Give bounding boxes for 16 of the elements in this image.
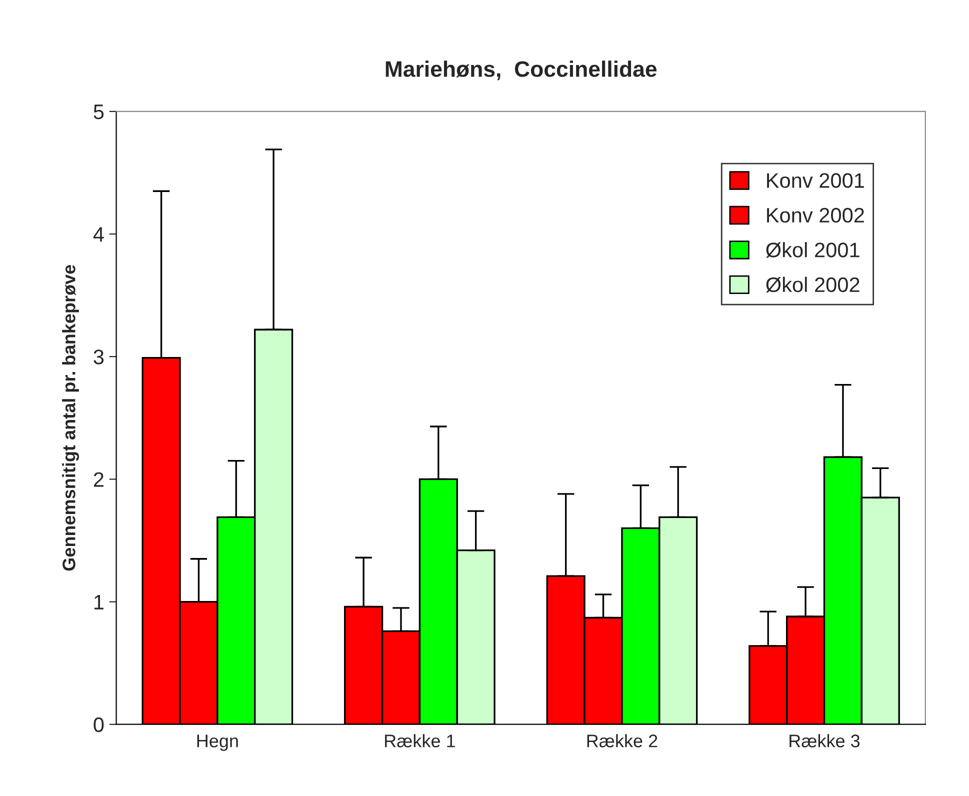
y-tick-label: 3	[94, 350, 104, 364]
legend-label: Økol 2002	[766, 276, 860, 292]
legend-label: Konv 2002	[767, 208, 864, 223]
chart-title: Mariehøns, Coccinellidae	[386, 60, 657, 80]
y-tick-label: 0	[94, 717, 104, 732]
x-tick-label: Hegn	[197, 734, 238, 751]
x-tick-label: Række 2	[587, 734, 658, 748]
legend-label: Økol 2001	[766, 242, 860, 258]
y-tick-label: 4	[93, 227, 104, 242]
y-axis-title: Gennemsnitigt antal pr. bankeprøve	[62, 264, 79, 571]
y-tick-label: 5	[94, 104, 104, 120]
legend-label: Konv 2001	[767, 173, 864, 188]
x-tick-label: Række 1	[385, 734, 455, 748]
y-tick-label: 1	[94, 594, 104, 610]
y-tick-label: 2	[94, 472, 104, 487]
x-tick-label: Række 3	[790, 734, 860, 748]
